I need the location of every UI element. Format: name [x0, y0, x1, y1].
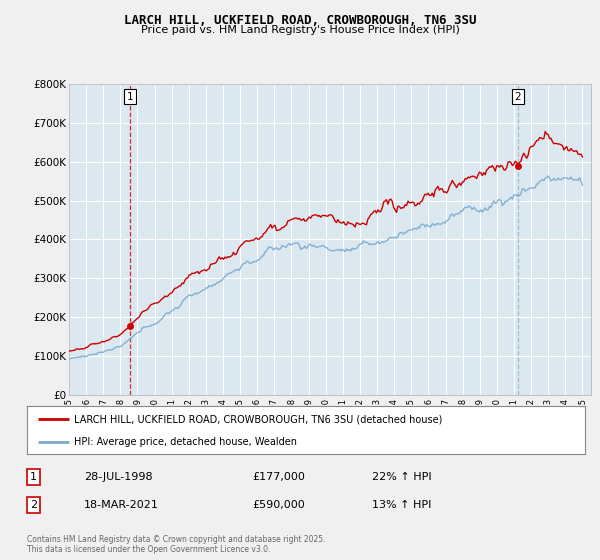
Text: Price paid vs. HM Land Registry's House Price Index (HPI): Price paid vs. HM Land Registry's House …: [140, 25, 460, 35]
Text: £590,000: £590,000: [252, 500, 305, 510]
Text: LARCH HILL, UCKFIELD ROAD, CROWBOROUGH, TN6 3SU (detached house): LARCH HILL, UCKFIELD ROAD, CROWBOROUGH, …: [74, 414, 443, 424]
Text: LARCH HILL, UCKFIELD ROAD, CROWBOROUGH, TN6 3SU: LARCH HILL, UCKFIELD ROAD, CROWBOROUGH, …: [124, 14, 476, 27]
Text: 1: 1: [127, 92, 133, 102]
Text: 22% ↑ HPI: 22% ↑ HPI: [372, 472, 431, 482]
Text: £177,000: £177,000: [252, 472, 305, 482]
Text: 13% ↑ HPI: 13% ↑ HPI: [372, 500, 431, 510]
Text: 18-MAR-2021: 18-MAR-2021: [84, 500, 159, 510]
Text: 1: 1: [30, 472, 37, 482]
Text: Contains HM Land Registry data © Crown copyright and database right 2025.
This d: Contains HM Land Registry data © Crown c…: [27, 535, 325, 554]
Text: HPI: Average price, detached house, Wealden: HPI: Average price, detached house, Weal…: [74, 437, 298, 447]
Text: 2: 2: [30, 500, 37, 510]
Text: 2: 2: [514, 92, 521, 102]
Text: 28-JUL-1998: 28-JUL-1998: [84, 472, 152, 482]
